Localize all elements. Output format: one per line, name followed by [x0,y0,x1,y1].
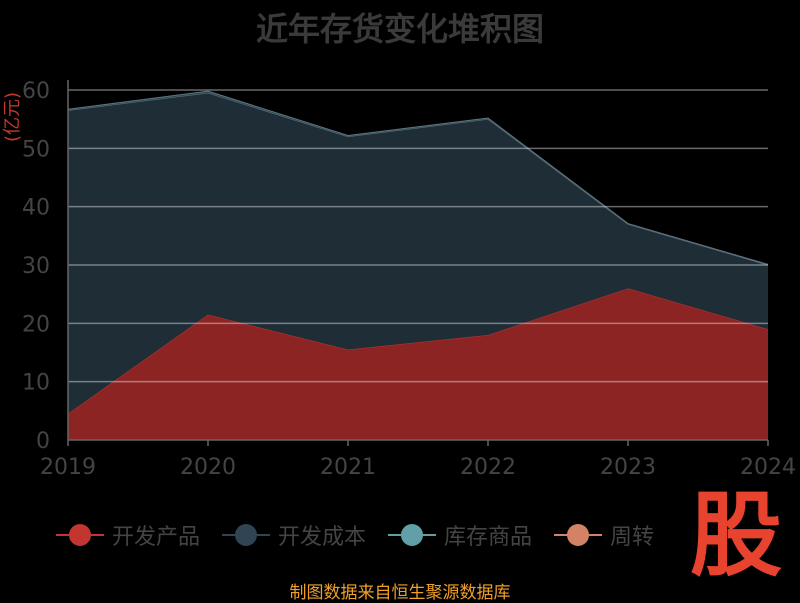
legend-label: 开发成本 [278,525,367,550]
x-tick-label: 2019 [40,455,96,480]
y-tick-label: 40 [22,196,50,221]
area-0 [68,288,768,440]
x-tick-label: 2024 [740,455,796,480]
x-tick-label: 2021 [320,455,376,480]
y-tick-label: 10 [22,371,50,396]
x-tick-label: 2022 [460,455,516,480]
area-1 [68,92,768,414]
series-line-2 [67,90,769,265]
legend-item-zhouzhuan[interactable]: 周转 [554,519,654,551]
legend-marker-icon [554,523,603,547]
legend-label: 周转 [610,525,655,550]
source-note: 制图数据来自恒生聚源数据库 [289,583,511,603]
x-tick-label: 2020 [180,455,236,480]
legend-label: 开发产品 [112,525,201,550]
watermark-logo: 股 [690,482,783,589]
legend: 开发产品 开发成本 库存商品 周转 [56,515,654,555]
legend-item-kaifa-chanpin[interactable]: 开发产品 [56,519,200,551]
y-tick-label: 20 [22,312,50,337]
y-tick-label: 0 [36,429,50,454]
y-tick-label: 50 [22,137,50,162]
legend-item-kaifa-chengben[interactable]: 开发成本 [222,519,366,551]
series-line-1 [67,92,769,266]
y-tick-label: 30 [22,254,50,279]
y-axis-label: (亿元) [2,91,24,143]
legend-marker-icon [222,523,271,547]
y-tick-label: 60 [22,79,50,104]
chart-title: 近年存货变化堆积图 [255,10,544,48]
x-tick-label: 2023 [600,455,656,480]
legend-label: 库存商品 [444,525,533,550]
legend-marker-icon [56,523,104,547]
legend-item-kucun-shangpin[interactable]: 库存商品 [388,519,532,551]
legend-marker-icon [388,523,437,547]
